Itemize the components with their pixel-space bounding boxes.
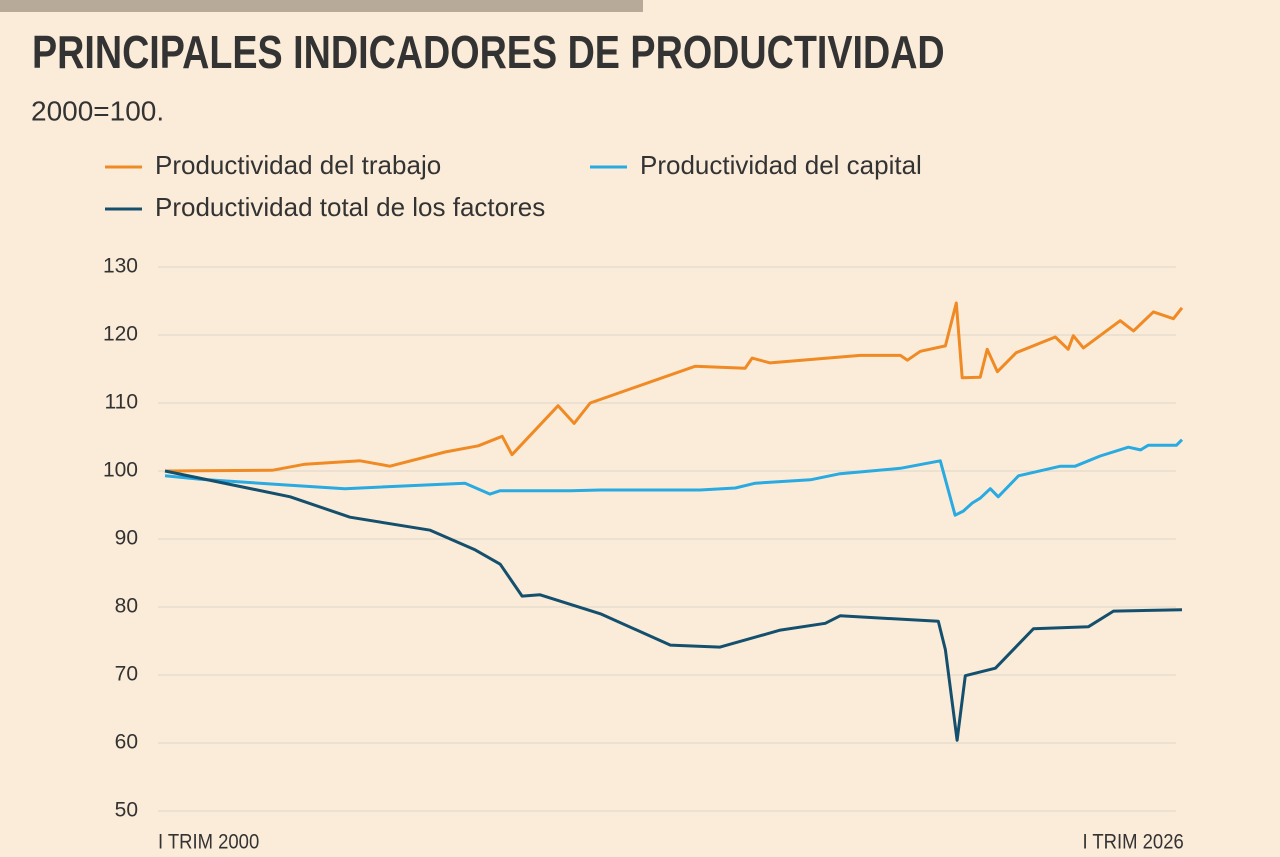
x-tick-label: I TRIM 2000 [158, 830, 259, 853]
series-line [164, 301, 1184, 473]
chart-subtitle: 2000=100. [31, 95, 164, 126]
y-tick-label: 130 [103, 255, 138, 278]
legend-label: Productividad del trabajo [155, 150, 441, 180]
x-tick-label: I TRIM 2026 [1082, 830, 1183, 853]
y-tick-label: 60 [115, 731, 138, 754]
y-tick-label: 50 [115, 799, 138, 822]
y-tick-label: 100 [103, 459, 138, 482]
y-tick-label: 80 [115, 595, 138, 618]
y-tick-label: 120 [103, 323, 138, 346]
y-tick-label: 110 [105, 391, 138, 414]
chart-title: PRINCIPALES INDICADORES DE PRODUCTIVIDAD [32, 27, 945, 78]
legend-label: Productividad del capital [640, 150, 922, 180]
series-line [164, 438, 1184, 517]
top-bar [0, 0, 643, 12]
y-tick-label: 70 [115, 663, 138, 686]
y-tick-label: 90 [115, 527, 138, 550]
legend-label: Productividad total de los factores [155, 192, 545, 222]
series-line [164, 469, 1183, 742]
